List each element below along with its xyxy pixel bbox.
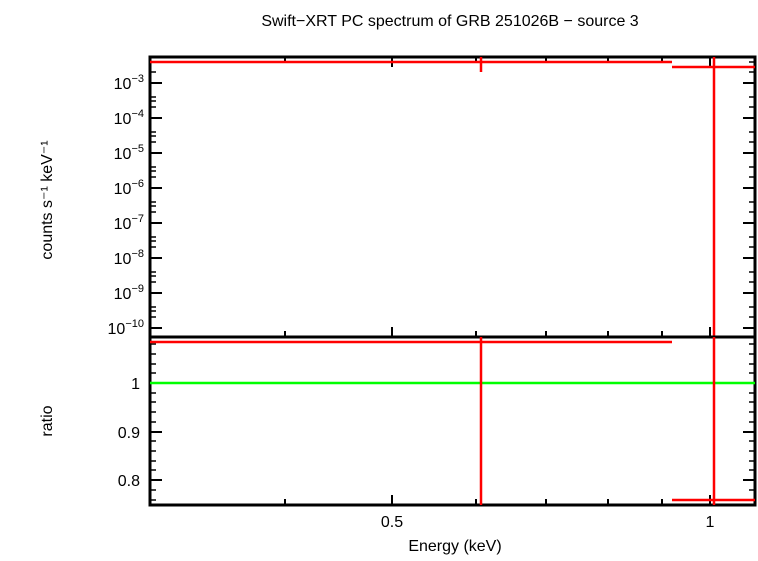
top-x-ticks bbox=[284, 57, 711, 337]
bottom-y-axis-label: ratio bbox=[39, 405, 56, 436]
top-data-points bbox=[150, 57, 755, 337]
ratio-data-points bbox=[150, 337, 755, 505]
x-tick-labels: 0.5 1 bbox=[381, 514, 715, 531]
ytick-label: 1 bbox=[131, 376, 140, 393]
ytick-label: 10−4 bbox=[114, 108, 144, 128]
ytick-label: 0.9 bbox=[118, 425, 140, 442]
top-y-major-ticks bbox=[150, 82, 755, 329]
top-y-minor-ticks bbox=[150, 61, 755, 318]
top-y-tick-labels: 10−3 10−4 10−5 10−6 10−7 10−8 10−9 10−10 bbox=[108, 73, 144, 338]
ytick-label: 10−9 bbox=[114, 283, 144, 303]
top-panel-frame bbox=[148, 55, 757, 339]
xtick-label: 0.5 bbox=[381, 514, 403, 531]
ytick-label: 0.8 bbox=[118, 473, 140, 490]
bottom-panel-frame bbox=[148, 335, 757, 507]
ytick-label: 10−7 bbox=[114, 213, 144, 233]
bottom-panel: 1 0.9 0.8 ratio 0.5 1 Energy (keV) bbox=[39, 335, 757, 555]
bottom-y-minor-ticks bbox=[150, 343, 755, 501]
bottom-y-ticks bbox=[150, 382, 755, 481]
top-y-axis-label: counts s⁻¹ keV⁻¹ bbox=[39, 140, 56, 259]
ytick-label: 10−8 bbox=[114, 248, 144, 268]
ytick-label: 10−5 bbox=[114, 143, 144, 163]
ytick-label: 10−10 bbox=[108, 318, 144, 338]
bottom-y-tick-labels: 1 0.9 0.8 bbox=[118, 376, 140, 490]
xtick-label: 1 bbox=[706, 514, 715, 531]
top-panel: 10−3 10−4 10−5 10−6 10−7 10−8 10−9 10−10… bbox=[39, 55, 757, 339]
ytick-label: 10−6 bbox=[114, 178, 144, 198]
chart-title: Swift−XRT PC spectrum of GRB 251026B − s… bbox=[261, 13, 638, 30]
x-axis-label: Energy (keV) bbox=[408, 538, 501, 555]
ytick-label: 10−3 bbox=[114, 73, 144, 93]
